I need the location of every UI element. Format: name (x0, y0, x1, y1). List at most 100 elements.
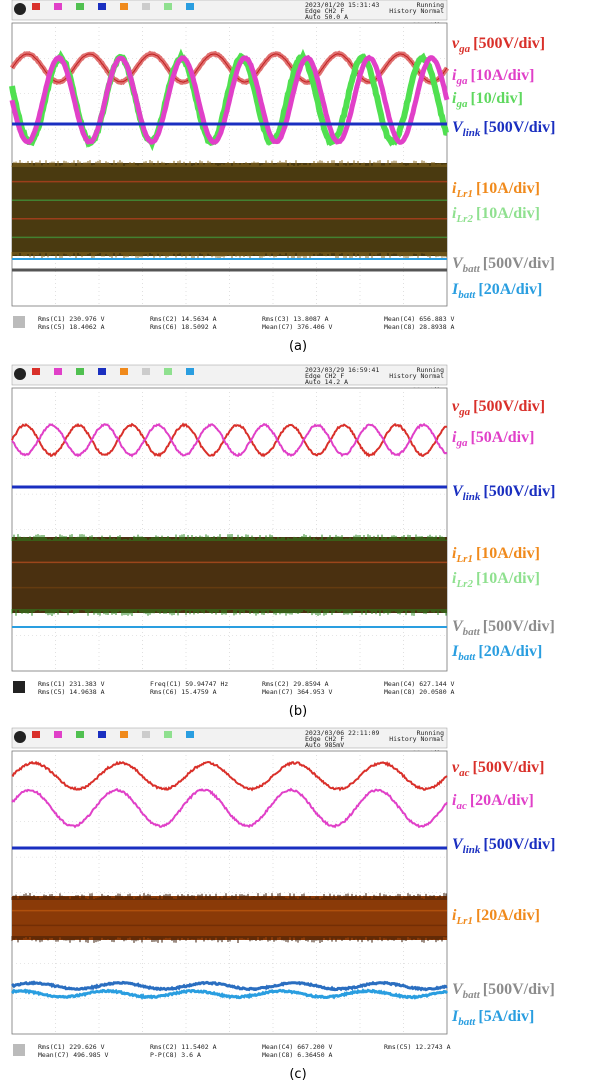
readout: Rms(C1) 229.626 V (38, 1043, 105, 1051)
channel-tag (98, 368, 106, 375)
label-scale: [500V/div] (483, 836, 555, 853)
trace-label: Ibatt[20A/div] (451, 281, 542, 301)
channel-tag (98, 731, 106, 738)
trace-label: Ibatt[20A/div] (451, 643, 542, 663)
panel-caption: (a) (289, 339, 307, 354)
readout: Rms(C5) 18.4062 A (38, 323, 105, 331)
channel-tag (54, 731, 62, 738)
label-scale: [500V/div] (483, 618, 555, 635)
channel-tag (120, 731, 128, 738)
trace-label: Vlink[500V/div] (452, 836, 555, 856)
readout: Mean(C7) 376.406 V (262, 323, 333, 331)
label-subscript: Lr1 (455, 188, 473, 200)
label-scale: [20A/div] (476, 907, 540, 924)
channel-tag (186, 3, 194, 10)
header-mode: History Normal (389, 735, 444, 743)
channel-tag (120, 368, 128, 375)
channel-tag (164, 3, 172, 10)
label-scale: [500V/div] (483, 981, 555, 998)
label-scale: [10A/div] (476, 180, 540, 197)
header-level: Auto 14.2 A (305, 378, 348, 386)
label-subscript: batt (463, 626, 481, 638)
channel-tag (32, 731, 40, 738)
trace-label: iLr2[10A/div] (452, 570, 540, 590)
readout: Mean(C8) 6.36450 A (262, 1051, 333, 1059)
channel-tag (142, 368, 150, 375)
readout: Rms(C2) 11.5402 A (150, 1043, 217, 1051)
label-subscript: batt (463, 989, 481, 1001)
scope-panel: 2023/03/29 16:59:41Edge CH2 FAuto 14.2 A… (12, 365, 555, 719)
channel-tag (54, 3, 62, 10)
readout: Rms(C1) 231.383 V (38, 680, 105, 688)
channel-tag (76, 731, 84, 738)
trace-label: iac[20A/div] (452, 792, 534, 812)
trace-label: iLr1[10A/div] (452, 180, 540, 200)
readout: Rms(C6) 15.4759 A (150, 688, 217, 696)
channel-tag (32, 3, 40, 10)
readout: Rms(C2) 14.5634 A (150, 315, 217, 323)
trace-label: Vbatt[500V/div] (452, 255, 555, 275)
label-scale: [500V/div] (483, 119, 555, 136)
trace-label: vga[500V/div] (452, 398, 545, 418)
label-subscript: ga (455, 75, 468, 87)
figure: 2023/01/20 15:31:43Edge CH2 FAuto 50.0 A… (0, 0, 595, 1086)
header-level: Auto 50.0 A (305, 13, 348, 21)
header-level: Auto 985mV (305, 741, 344, 749)
trace-label: iga[10/div] (452, 90, 523, 110)
channel-tag (164, 368, 172, 375)
readout-icon (13, 316, 25, 328)
channel-tag (120, 3, 128, 10)
label-scale: [500V/div] (483, 255, 555, 272)
label-scale: [10A/div] (476, 545, 540, 562)
label-subscript: ga (458, 43, 471, 55)
panel-caption: (c) (289, 1067, 306, 1082)
label-scale: [10A/div] (476, 205, 540, 222)
label-scale: [5A/div] (478, 1008, 534, 1025)
channel-tag (142, 731, 150, 738)
label-scale: [20A/div] (478, 643, 542, 660)
label-subscript: Lr2 (455, 578, 473, 590)
channel-tag (142, 3, 150, 10)
channel-tag (76, 368, 84, 375)
label-subscript: Lr1 (455, 915, 473, 927)
readout: Mean(C8) 28.8938 A (384, 323, 455, 331)
trace-label: Vlink[500V/div] (452, 483, 555, 503)
label-subscript: link (463, 491, 481, 503)
label-subscript: batt (458, 289, 476, 301)
scope-logo (14, 731, 26, 743)
trace-label: iLr1[10A/div] (452, 545, 540, 565)
trace-label: Ibatt[5A/div] (451, 1008, 534, 1028)
trace-label: Vbatt[500V/div] (452, 981, 555, 1001)
readout: Mean(C4) 667.200 V (262, 1043, 333, 1051)
readout: Mean(C8) 20.0580 A (384, 688, 455, 696)
trace-label: iLr2[10A/div] (452, 205, 540, 225)
label-subscript: ac (456, 800, 467, 812)
label-scale: [20A/div] (478, 281, 542, 298)
channel-tag (98, 3, 106, 10)
trace-label: iLr1[20A/div] (452, 907, 540, 927)
channel-tag (54, 368, 62, 375)
label-scale: [500V/div] (473, 398, 545, 415)
readout: Mean(C4) 627.144 V (384, 680, 455, 688)
label-subscript: ga (455, 98, 468, 110)
channel-tag (32, 368, 40, 375)
trace-label: iga[50A/div] (452, 429, 534, 449)
readout: Rms(C6) 18.5092 A (150, 323, 217, 331)
label-scale: [10/div] (470, 90, 522, 107)
switching-band (12, 537, 447, 613)
label-subscript: batt (463, 263, 481, 275)
label-subscript: ga (458, 406, 471, 418)
readout: Mean(C7) 364.953 V (262, 688, 333, 696)
header-mode: History Normal (389, 372, 444, 380)
header-mode: History Normal (389, 7, 444, 15)
readout-icon (13, 1044, 25, 1056)
label-subscript: batt (458, 651, 476, 663)
trace-label: Vlink[500V/div] (452, 119, 555, 139)
scope-panel: 2023/01/20 15:31:43Edge CH2 FAuto 50.0 A… (12, 0, 555, 354)
panel-caption: (b) (289, 704, 307, 719)
page: 2023/01/20 15:31:43Edge CH2 FAuto 50.0 A… (0, 0, 595, 1086)
trace-label: iga[10A/div] (452, 67, 534, 87)
label-scale: [10A/div] (470, 67, 534, 84)
readout: Mean(C7) 496.985 V (38, 1051, 109, 1059)
